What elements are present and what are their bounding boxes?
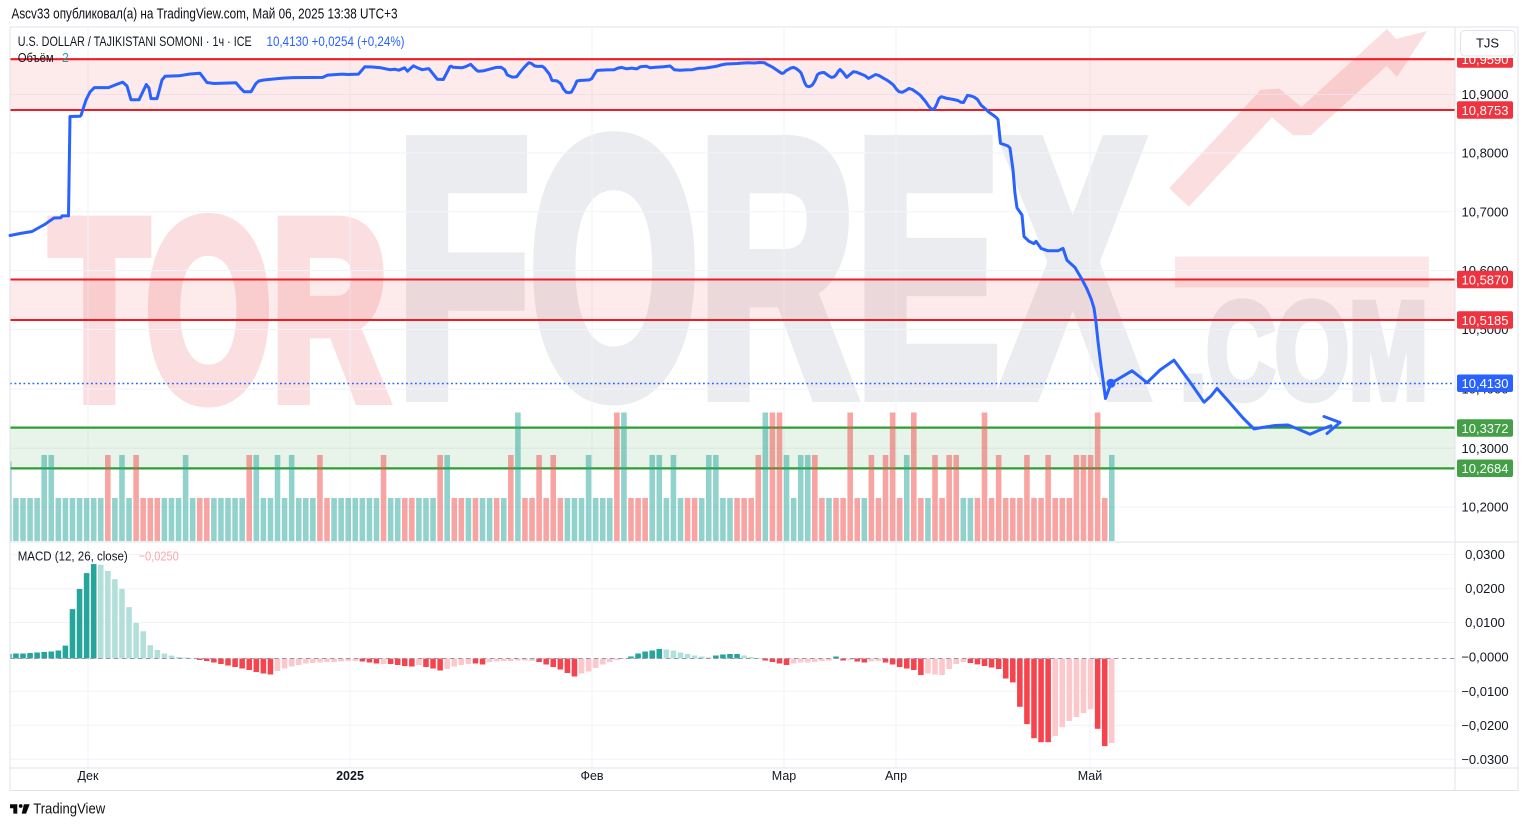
svg-text:U.S. DOLLAR / TAJIKISTANI SOMO: U.S. DOLLAR / TAJIKISTANI SOMONI · 1ч · … [18, 33, 252, 49]
svg-text:2: 2 [62, 51, 69, 65]
svg-text:TJS: TJS [1476, 36, 1499, 51]
svg-text:Ascv33 опубликовал(а) на Tradi: Ascv33 опубликовал(а) на TradingView.com… [12, 7, 398, 23]
svg-text:Май: Май [1078, 769, 1103, 783]
svg-text:−0,0100: −0,0100 [1461, 684, 1508, 699]
svg-text:0,0100: 0,0100 [1465, 615, 1505, 630]
svg-text:10,9000: 10,9000 [1462, 87, 1509, 102]
svg-text:10,3000: 10,3000 [1462, 441, 1509, 456]
svg-text:.COM: .COM [1180, 275, 1428, 428]
svg-text:2025: 2025 [336, 769, 364, 783]
svg-text:10,3372: 10,3372 [1462, 421, 1509, 436]
svg-text:10,2684: 10,2684 [1462, 461, 1509, 476]
svg-text:MACD (12, 26, close): MACD (12, 26, close) [18, 549, 128, 564]
svg-text:0,0200: 0,0200 [1465, 581, 1505, 596]
svg-text:10,5870: 10,5870 [1462, 272, 1509, 287]
svg-text:10,8753: 10,8753 [1462, 103, 1509, 118]
svg-text:−0.0300: −0.0300 [1461, 752, 1508, 767]
svg-text:−0,0250: −0,0250 [139, 549, 179, 564]
svg-text:10,7000: 10,7000 [1462, 204, 1509, 219]
svg-text:10,2000: 10,2000 [1462, 500, 1509, 515]
svg-text:10,4130 +0,0254 (+0,24%): 10,4130 +0,0254 (+0,24%) [267, 33, 405, 49]
svg-text:10,8000: 10,8000 [1462, 146, 1509, 161]
svg-text:Апр: Апр [885, 769, 907, 783]
svg-text:Мар: Мар [772, 769, 797, 783]
svg-text:0,0300: 0,0300 [1465, 547, 1505, 562]
svg-text:FOREX: FOREX [397, 65, 1146, 470]
svg-text:Дек: Дек [78, 769, 99, 783]
svg-text:−0,0000: −0,0000 [1461, 650, 1508, 665]
svg-text:10,4130: 10,4130 [1462, 376, 1509, 391]
svg-text:Объём: Объём [18, 51, 54, 65]
svg-text:Фев: Фев [580, 769, 603, 783]
svg-text:TradingView: TradingView [33, 801, 105, 817]
svg-text:−0,0200: −0,0200 [1461, 718, 1508, 733]
svg-text:TOR: TOR [50, 168, 388, 453]
svg-text:10,5185: 10,5185 [1462, 313, 1509, 328]
svg-text:10,9590: 10,9590 [1462, 52, 1509, 67]
